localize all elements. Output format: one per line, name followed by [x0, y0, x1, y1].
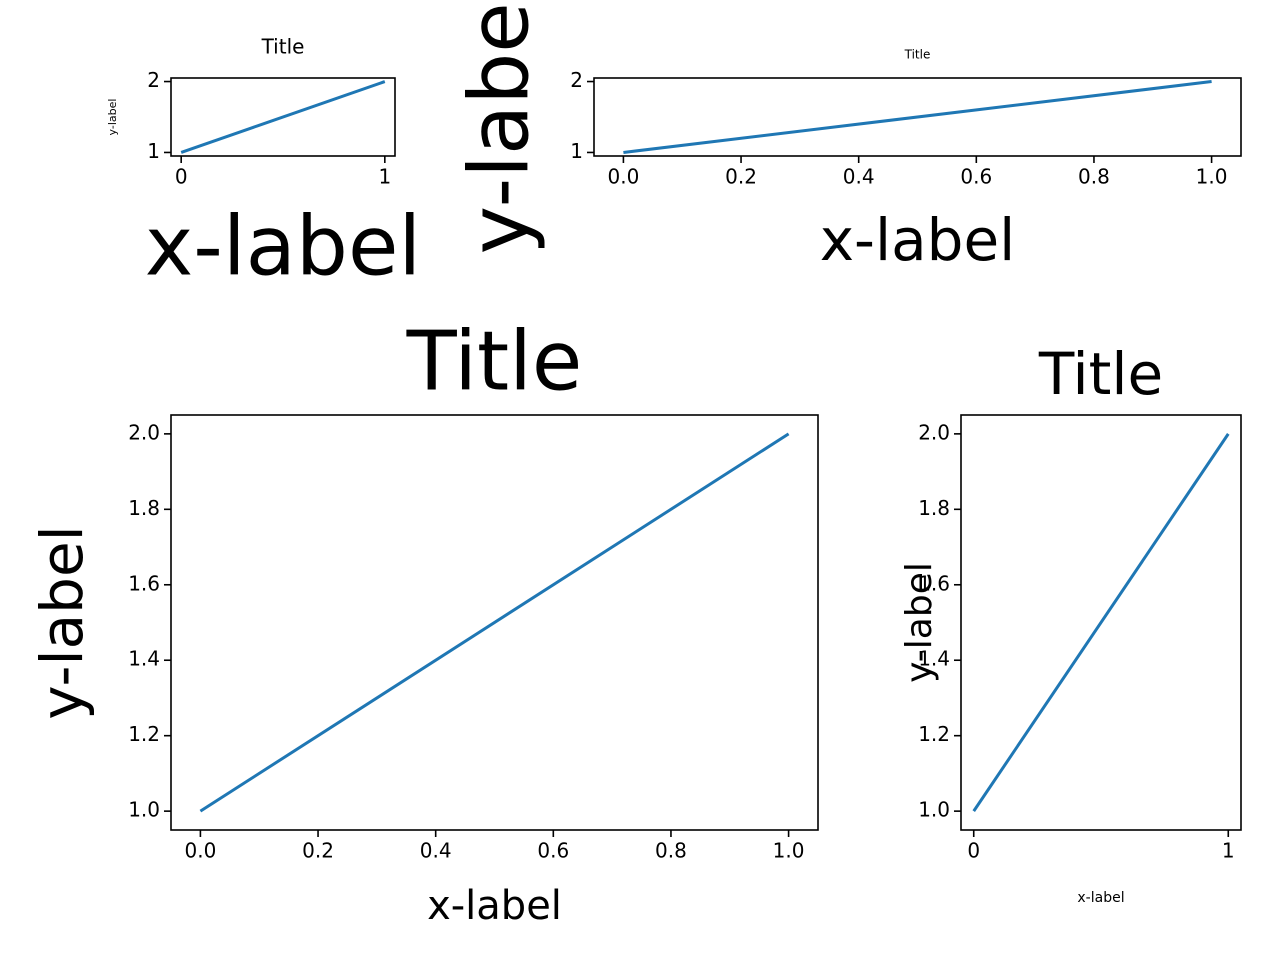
y-tick-label: 1.0 [128, 798, 160, 822]
data-line [623, 80, 1212, 154]
data-line [199, 432, 790, 813]
x-tick-label: 0.8 [1078, 165, 1110, 189]
y-tick-label: 1.8 [918, 496, 950, 520]
x-tick-label: 1.0 [1196, 165, 1228, 189]
y-axis-label: y-label [899, 562, 940, 683]
y-tick-label: 2.0 [918, 420, 950, 444]
axes-title: Title [904, 48, 931, 62]
y-tick-label: 1.4 [128, 647, 160, 671]
y-tick-label: 1.2 [918, 722, 950, 746]
y-tick-label: 1 [570, 139, 583, 163]
y-tick-label: 1 [147, 139, 160, 163]
x-tick-label: 0.0 [608, 165, 640, 189]
y-tick-label: 2 [570, 68, 583, 92]
x-tick-label: 0.8 [655, 839, 687, 863]
axes-title: Title [1038, 340, 1163, 408]
x-axis-label: x-label [820, 206, 1016, 274]
y-axis-label: y-label [28, 525, 96, 720]
y-tick-label: 1.8 [128, 496, 160, 520]
x-tick-label: 1 [1222, 839, 1235, 863]
x-axis-label: x-label [1077, 890, 1124, 906]
x-tick-label: 0.0 [185, 839, 217, 863]
axes-frame [593, 77, 1242, 157]
y-tick-label: 1.0 [918, 798, 950, 822]
y-axis-label: y-label [106, 99, 119, 136]
axes-title: Title [406, 314, 583, 409]
y-tick-label: 1.6 [918, 571, 950, 595]
y-tick-label: 1.6 [128, 571, 160, 595]
x-tick-label: 0.2 [302, 839, 334, 863]
axes-frame [170, 77, 396, 157]
x-tick-label: 0.4 [420, 839, 452, 863]
data-line [972, 433, 1230, 812]
x-tick-label: 0.6 [537, 839, 569, 863]
x-tick-label: 0.2 [725, 165, 757, 189]
axes-title: Title [261, 35, 305, 59]
x-tick-label: 0 [967, 839, 980, 863]
x-axis-label: x-label [145, 199, 421, 294]
x-tick-label: 1.0 [773, 839, 805, 863]
axes-frame [960, 414, 1242, 831]
y-tick-label: 2.0 [128, 420, 160, 444]
x-tick-label: 1 [378, 165, 391, 189]
x-tick-label: 0.6 [960, 165, 992, 189]
x-tick-label: 0.4 [843, 165, 875, 189]
y-tick-label: 1.4 [918, 647, 950, 671]
x-tick-label: 0 [175, 165, 188, 189]
y-tick-label: 1.2 [128, 722, 160, 746]
x-axis-label: x-label [427, 883, 562, 929]
axes-frame [170, 414, 819, 831]
data-line [180, 80, 386, 154]
y-tick-label: 2 [147, 68, 160, 92]
y-axis-label: y-label [452, 0, 547, 255]
